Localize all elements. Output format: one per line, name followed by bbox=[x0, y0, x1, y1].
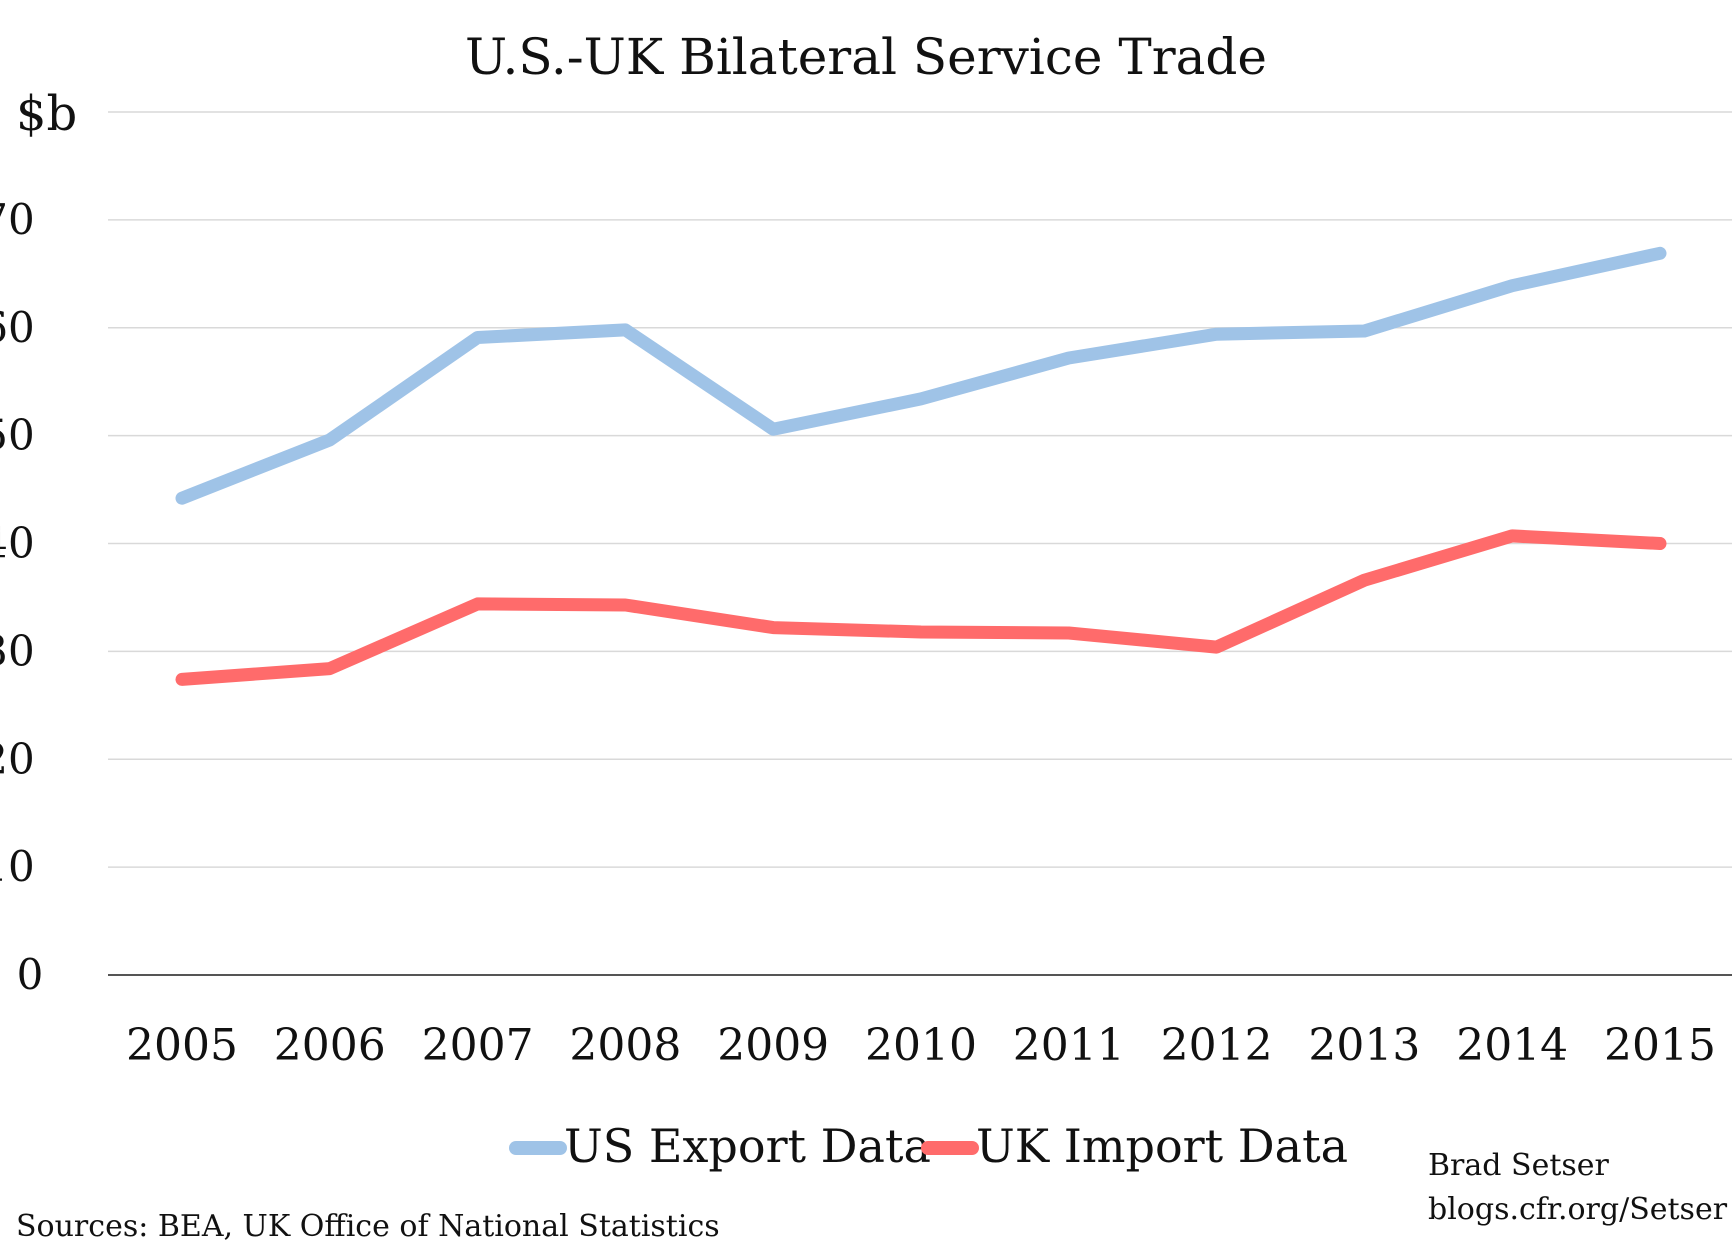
x-tick-label: 2005 bbox=[126, 1020, 238, 1071]
x-tick-label: 2012 bbox=[1161, 1020, 1273, 1071]
x-tick-label: 2010 bbox=[865, 1020, 977, 1071]
x-tick-label: 2014 bbox=[1456, 1020, 1568, 1071]
gridlines bbox=[108, 111, 1732, 868]
y-tick-label: 20 bbox=[0, 734, 35, 783]
legend-label-uk-import: UK Import Data bbox=[976, 1119, 1348, 1173]
legend: US Export Data UK Import Data bbox=[509, 1119, 1348, 1173]
blog-credit: blogs.cfr.org/Setser bbox=[1428, 1192, 1728, 1227]
chart-title: U.S.-UK Bilateral Service Trade bbox=[465, 28, 1267, 86]
y-tick-label: 30 bbox=[0, 626, 35, 675]
legend-item-uk-import: UK Import Data bbox=[921, 1119, 1348, 1173]
legend-item-us-export: US Export Data bbox=[509, 1119, 931, 1173]
sources-note: Sources: BEA, UK Office of National Stat… bbox=[16, 1209, 720, 1244]
y-tick-label: 40 bbox=[0, 519, 35, 568]
y-axis-unit-label: $b bbox=[16, 86, 77, 142]
y-tick-label: 60 bbox=[0, 303, 35, 352]
x-tick-label: 2015 bbox=[1604, 1020, 1716, 1071]
y-tick-label: 70 bbox=[0, 195, 35, 244]
y-tick-label: 10 bbox=[0, 842, 35, 891]
y-tick-label: 50 bbox=[0, 411, 35, 460]
x-tick-label: 2007 bbox=[422, 1020, 534, 1071]
legend-label-us-export: US Export Data bbox=[564, 1119, 931, 1173]
author-credit: Brad Setser bbox=[1428, 1148, 1610, 1183]
y-axis-ticks: 0 10 20 30 40 50 60 70 bbox=[0, 195, 43, 999]
series-line-us-export bbox=[175, 246, 1667, 505]
series-line-uk-import bbox=[175, 529, 1667, 686]
x-tick-label: 2006 bbox=[274, 1020, 386, 1071]
x-axis-ticks: 2005 2006 2007 2008 2009 2010 2011 2012 2013 2014… bbox=[126, 1020, 1716, 1071]
y-tick-label: 0 bbox=[17, 950, 44, 999]
series-lines bbox=[175, 246, 1667, 686]
x-tick-label: 2013 bbox=[1308, 1020, 1420, 1071]
x-tick-label: 2011 bbox=[1013, 1020, 1125, 1071]
x-tick-label: 2008 bbox=[569, 1020, 681, 1071]
x-tick-label: 2009 bbox=[717, 1020, 829, 1071]
